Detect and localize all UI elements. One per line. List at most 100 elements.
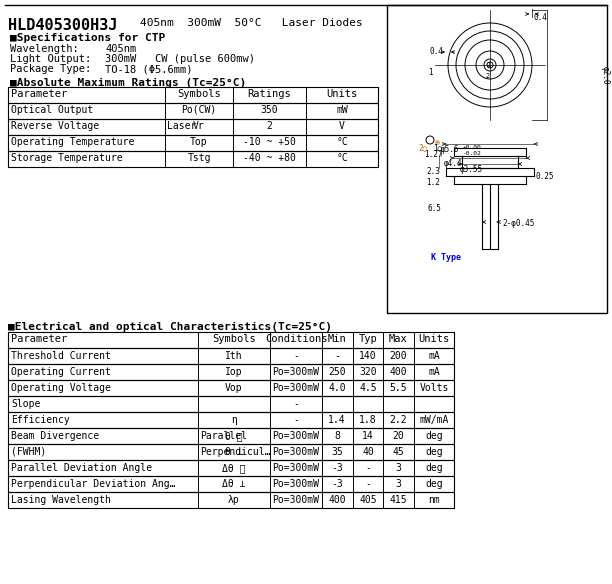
Text: Po=300mW: Po=300mW <box>272 383 319 393</box>
Text: Po(CW): Po(CW) <box>181 105 217 115</box>
Text: (FWHM): (FWHM) <box>11 447 47 457</box>
Text: V: V <box>339 121 345 131</box>
Text: Threshold Current: Threshold Current <box>11 351 111 361</box>
Text: Po=300mW: Po=300mW <box>272 367 319 377</box>
Text: 0.4: 0.4 <box>430 47 444 56</box>
Text: Ith: Ith <box>225 351 243 361</box>
Text: Perpendicul…: Perpendicul… <box>200 447 271 457</box>
Text: Laser: Laser <box>167 121 196 131</box>
Text: 40: 40 <box>362 447 374 457</box>
Text: 300mW   CW (pulse 600mw): 300mW CW (pulse 600mw) <box>105 54 255 64</box>
Text: -: - <box>293 415 299 425</box>
Text: Vr: Vr <box>193 121 205 131</box>
Text: 8: 8 <box>334 431 340 441</box>
Text: mA: mA <box>428 367 440 377</box>
Text: Operating Voltage: Operating Voltage <box>11 383 111 393</box>
Text: Units: Units <box>326 89 357 99</box>
Text: deg: deg <box>425 447 443 457</box>
Bar <box>8 348 454 364</box>
Text: Perpendicular Deviation Ang…: Perpendicular Deviation Ang… <box>11 479 176 489</box>
Text: -3: -3 <box>331 463 343 473</box>
Text: φ4.4: φ4.4 <box>444 159 463 168</box>
Bar <box>8 332 454 348</box>
Text: Efficiency: Efficiency <box>11 415 70 425</box>
Text: 405nm  300mW  50°C   Laser Diodes: 405nm 300mW 50°C Laser Diodes <box>140 18 363 28</box>
Text: ■Specifications for CTP: ■Specifications for CTP <box>10 33 165 43</box>
Bar <box>8 492 454 508</box>
Text: -: - <box>293 399 299 409</box>
Text: Slope: Slope <box>11 399 40 409</box>
Text: 3: 3 <box>395 479 401 489</box>
Text: -10 ~ +50: -10 ~ +50 <box>242 137 296 147</box>
Text: Δθ ⊥: Δθ ⊥ <box>222 479 246 489</box>
Text: 2: 2 <box>266 121 272 131</box>
Text: Storage Temperature: Storage Temperature <box>11 153 122 163</box>
Text: -0.02: -0.02 <box>463 151 482 156</box>
Text: mW: mW <box>336 105 348 115</box>
Text: TO-18 (Φ5.6mm): TO-18 (Φ5.6mm) <box>105 64 193 74</box>
Text: 140: 140 <box>359 351 377 361</box>
Text: θ ⊥: θ ⊥ <box>225 447 243 457</box>
Text: 320: 320 <box>359 367 377 377</box>
Bar <box>8 119 378 135</box>
Text: Vop: Vop <box>225 383 243 393</box>
Text: -3: -3 <box>331 479 343 489</box>
Text: 2: 2 <box>486 73 490 79</box>
Bar <box>8 396 454 412</box>
Text: 0.25: 0.25 <box>536 172 554 181</box>
Bar <box>8 412 454 428</box>
Bar <box>8 364 454 380</box>
Text: Top: Top <box>190 137 208 147</box>
Text: 200: 200 <box>389 351 407 361</box>
Text: HLD405300H3J: HLD405300H3J <box>8 18 118 33</box>
Text: Δθ ∥: Δθ ∥ <box>222 463 246 473</box>
Bar <box>8 460 454 476</box>
Text: 2○: 2○ <box>418 143 427 152</box>
Text: 1.4: 1.4 <box>328 415 346 425</box>
Text: Beam Divergence: Beam Divergence <box>11 431 99 441</box>
Bar <box>8 380 454 396</box>
Text: 20: 20 <box>392 431 404 441</box>
Text: 415: 415 <box>389 495 407 505</box>
Text: mA: mA <box>428 351 440 361</box>
Text: 3: 3 <box>395 463 401 473</box>
Text: Po=300mW: Po=300mW <box>272 431 319 441</box>
Text: 1: 1 <box>428 68 433 77</box>
Text: Parallel Deviation Angle: Parallel Deviation Angle <box>11 463 152 473</box>
Text: deg: deg <box>425 431 443 441</box>
Text: Parameter: Parameter <box>11 89 67 99</box>
Text: 400: 400 <box>328 495 346 505</box>
Text: 0.4: 0.4 <box>534 13 548 22</box>
Text: Po=300mW: Po=300mW <box>272 447 319 457</box>
Bar <box>8 428 454 444</box>
Text: -: - <box>365 463 371 473</box>
Text: deg: deg <box>425 463 443 473</box>
Text: Typ: Typ <box>359 334 378 344</box>
Text: 45: 45 <box>392 447 404 457</box>
Text: Units: Units <box>419 334 450 344</box>
Bar <box>8 103 378 119</box>
Text: 1.8: 1.8 <box>359 415 377 425</box>
Text: Wavelength:: Wavelength: <box>10 44 79 54</box>
Bar <box>8 87 378 103</box>
Text: 2.3: 2.3 <box>426 167 440 176</box>
Text: nm: nm <box>428 495 440 505</box>
Text: Symbols: Symbols <box>212 334 256 344</box>
Text: Ratings: Ratings <box>247 89 291 99</box>
Text: Operating Temperature: Operating Temperature <box>11 137 135 147</box>
Text: °C: °C <box>336 137 348 147</box>
Text: 5.5: 5.5 <box>389 383 407 393</box>
Text: Parallel: Parallel <box>200 431 247 441</box>
Text: 1.27: 1.27 <box>424 150 442 159</box>
Text: 4.0: 4.0 <box>328 383 346 393</box>
Text: -: - <box>334 351 340 361</box>
Text: 1○: 1○ <box>433 143 442 152</box>
Text: 2.2: 2.2 <box>389 415 407 425</box>
Text: 1: 1 <box>486 62 490 68</box>
Text: 1.2: 1.2 <box>426 178 440 187</box>
Bar <box>8 135 378 151</box>
Text: Volts: Volts <box>419 383 449 393</box>
Text: Package Type:: Package Type: <box>10 64 91 74</box>
Text: 400: 400 <box>389 367 407 377</box>
Text: 35: 35 <box>331 447 343 457</box>
